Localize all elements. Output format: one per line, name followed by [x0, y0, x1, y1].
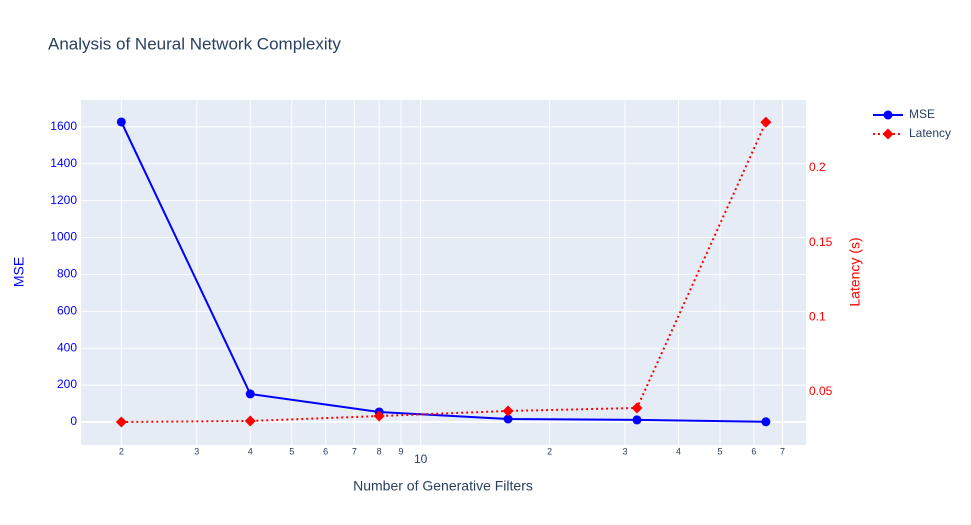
y2-tick-label: 0.15 [809, 235, 833, 249]
chart-title: Analysis of Neural Network Complexity [48, 34, 341, 53]
marker [631, 402, 643, 414]
x-tick-label: 8 [377, 446, 382, 456]
y-tick-label: 1200 [50, 193, 77, 207]
x-tick-label: 5 [717, 446, 722, 456]
marker [761, 417, 771, 427]
marker [632, 415, 642, 425]
x-tick-label: 3 [194, 446, 199, 456]
marker [116, 117, 126, 127]
y-tick-label: 800 [57, 267, 77, 281]
marker [760, 116, 772, 128]
series-line [120, 121, 766, 423]
plot-area [81, 100, 806, 445]
x-axis-title: Number of Generative Filters [353, 478, 533, 494]
x-tick-label: 7 [352, 446, 357, 456]
marker [503, 414, 513, 424]
y-axis-title: MSE [11, 257, 27, 287]
y2-axis-title: Latency (s) [847, 237, 863, 306]
x-tick-label: 2 [547, 446, 552, 456]
x-tick-label: 4 [676, 446, 681, 456]
y2-tick-label: 0.05 [809, 384, 833, 398]
x-tick-label: 6 [323, 446, 328, 456]
x-tick-label: 5 [289, 446, 294, 456]
legend-label: Latency [909, 126, 951, 140]
x-tick-label: 4 [248, 446, 253, 456]
y2-tick-label: 0.1 [809, 310, 826, 324]
marker [245, 389, 255, 399]
x-tick-label: 9 [399, 446, 404, 456]
marker [244, 415, 256, 427]
marker [502, 405, 514, 417]
x-tick-label: 6 [751, 446, 756, 456]
y-tick-label: 200 [57, 377, 77, 391]
y-tick-label: 0 [70, 414, 77, 428]
y-tick-label: 600 [57, 303, 77, 317]
x-tick-label: 2 [119, 446, 124, 456]
marker [883, 110, 893, 120]
y-tick-label: 400 [57, 340, 77, 354]
marker [882, 128, 894, 140]
x-tick-label: 10 [414, 452, 428, 466]
y-tick-label: 1000 [50, 230, 77, 244]
marker [115, 416, 127, 428]
y2-tick-label: 0.2 [809, 160, 826, 174]
x-tick-label: 7 [780, 446, 785, 456]
y-tick-label: 1600 [50, 119, 77, 133]
legend-label: MSE [909, 107, 935, 121]
marker [373, 410, 385, 422]
y-tick-label: 1400 [50, 156, 77, 170]
x-tick-label: 3 [622, 446, 627, 456]
